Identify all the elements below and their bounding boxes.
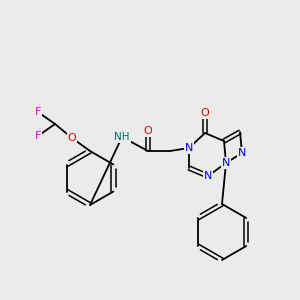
Text: O: O — [68, 133, 76, 143]
Text: O: O — [201, 108, 209, 118]
Text: NH: NH — [114, 132, 130, 142]
Text: N: N — [238, 148, 246, 158]
Text: F: F — [35, 131, 41, 141]
Text: N: N — [185, 143, 193, 153]
Text: N: N — [222, 158, 230, 168]
Text: F: F — [35, 107, 41, 117]
Text: O: O — [144, 126, 152, 136]
Text: N: N — [204, 171, 212, 181]
